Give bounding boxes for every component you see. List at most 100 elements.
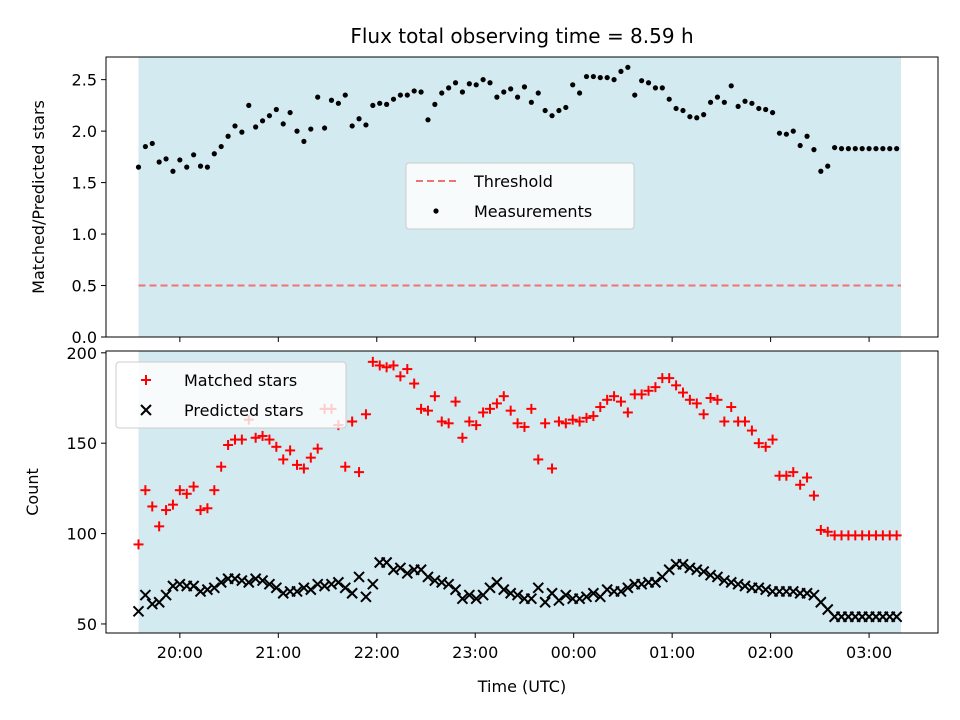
measurement-point xyxy=(563,104,569,111)
predicted-star-point xyxy=(787,585,799,598)
legend-predicted-label: Predicted stars xyxy=(184,401,304,420)
predicted-star-point xyxy=(201,583,214,596)
matched-star-point xyxy=(161,505,172,516)
measurement-point xyxy=(769,109,776,116)
measurement-point xyxy=(749,100,755,106)
x-tick-label: 01:00 xyxy=(649,643,695,662)
legend-x-marker xyxy=(140,404,152,416)
measurement-point xyxy=(328,97,335,103)
measurement-point xyxy=(832,144,838,151)
matched-star-point xyxy=(512,418,523,429)
matched-star-point xyxy=(519,421,530,432)
predicted-star-point xyxy=(691,564,703,576)
matched-star-point xyxy=(808,490,819,501)
measurement-point xyxy=(838,146,845,152)
matched-star-point xyxy=(450,396,461,407)
matched-star-point xyxy=(181,488,192,499)
matched-star-point xyxy=(402,364,413,375)
measurement-point xyxy=(473,82,479,88)
predicted-stars-points xyxy=(132,556,903,623)
measurement-point xyxy=(707,99,714,105)
measurement-point xyxy=(163,156,169,162)
matched-star-point xyxy=(815,524,826,535)
predicted-star-point xyxy=(801,587,813,599)
measurement-point xyxy=(211,151,217,157)
measurement-point xyxy=(645,80,652,86)
predicted-star-point xyxy=(277,587,289,599)
matched-star-point xyxy=(746,425,757,436)
measurement-point xyxy=(191,152,197,158)
matched-star-point xyxy=(312,443,323,454)
predicted-star-point xyxy=(663,564,675,576)
measurement-point xyxy=(873,146,879,152)
matched-star-point xyxy=(236,434,247,445)
x-tick-label: 22:00 xyxy=(354,643,400,662)
matched-star-point xyxy=(374,360,385,371)
measurement-point xyxy=(756,105,762,112)
matched-star-point xyxy=(133,539,144,550)
matched-star-point xyxy=(271,441,282,452)
matched-star-point xyxy=(795,479,806,490)
predicted-star-point xyxy=(753,582,765,594)
matched-star-point xyxy=(567,414,578,425)
measurement-point xyxy=(894,146,900,152)
measurement-point xyxy=(390,96,397,102)
top-y-tick-label: 1.5 xyxy=(72,174,97,193)
matched-star-point xyxy=(381,362,392,373)
predicted-star-point xyxy=(318,580,331,592)
legend-matched-swatch xyxy=(141,375,151,385)
predicted-star-point xyxy=(704,569,717,581)
predicted-star-point xyxy=(353,571,365,583)
predicted-star-point xyxy=(890,611,903,623)
measurement-point xyxy=(425,117,431,123)
measurement-point xyxy=(880,146,886,152)
measurement-point xyxy=(852,146,858,152)
measurement-point xyxy=(611,77,617,83)
predicted-star-point xyxy=(759,583,772,596)
measurement-point xyxy=(728,83,734,89)
matched-star-point xyxy=(498,391,509,402)
measurement-point xyxy=(335,100,341,106)
measurement-point xyxy=(287,109,293,116)
matched-star-point xyxy=(360,409,371,420)
matched-star-point xyxy=(540,418,551,429)
measurement-point xyxy=(197,163,204,169)
bottom-x-ticks: 20:00 21:00 22:00 23:00 00:00 01:00 02:00 03:00 xyxy=(157,633,892,662)
matched-star-point xyxy=(664,373,675,384)
matched-star-point xyxy=(485,403,495,414)
x-tick-label: 23:00 xyxy=(452,643,498,662)
top-y-tick-label: 1.0 xyxy=(72,225,97,244)
top-y-tick-label: 2.5 xyxy=(72,71,97,90)
matched-star-point xyxy=(891,530,902,541)
measurement-point xyxy=(487,80,493,86)
predicted-star-point xyxy=(725,576,737,589)
predicted-star-point xyxy=(215,576,227,589)
matched-star-point xyxy=(409,378,420,389)
matched-star-point xyxy=(698,409,709,420)
predicted-star-point xyxy=(422,571,434,583)
measurement-point xyxy=(149,140,155,147)
predicted-star-point xyxy=(697,565,710,578)
matched-star-point xyxy=(581,412,592,423)
measurement-point xyxy=(404,92,410,98)
predicted-star-point xyxy=(718,574,731,587)
predicted-star-point xyxy=(291,585,303,598)
matched-star-point xyxy=(188,481,199,492)
predicted-star-point xyxy=(367,578,379,590)
matched-star-point xyxy=(257,430,268,441)
matched-star-point xyxy=(788,467,799,478)
measurement-point xyxy=(315,94,321,100)
matched-star-point xyxy=(547,463,558,474)
measurement-point xyxy=(618,68,624,75)
measurement-point xyxy=(239,129,245,135)
predicted-star-point xyxy=(553,594,565,607)
predicted-star-point xyxy=(146,598,158,610)
measurement-point xyxy=(377,100,383,106)
top-legend: Threshold Measurements xyxy=(405,162,635,230)
measurement-point xyxy=(632,92,638,98)
predicted-star-point xyxy=(504,587,517,599)
predicted-star-point xyxy=(236,574,248,587)
measurement-point xyxy=(659,85,665,91)
predicted-star-point xyxy=(615,585,627,598)
top-y-ticks: 0.0 0.5 1.0 1.5 2.0 2.5 xyxy=(72,71,106,347)
